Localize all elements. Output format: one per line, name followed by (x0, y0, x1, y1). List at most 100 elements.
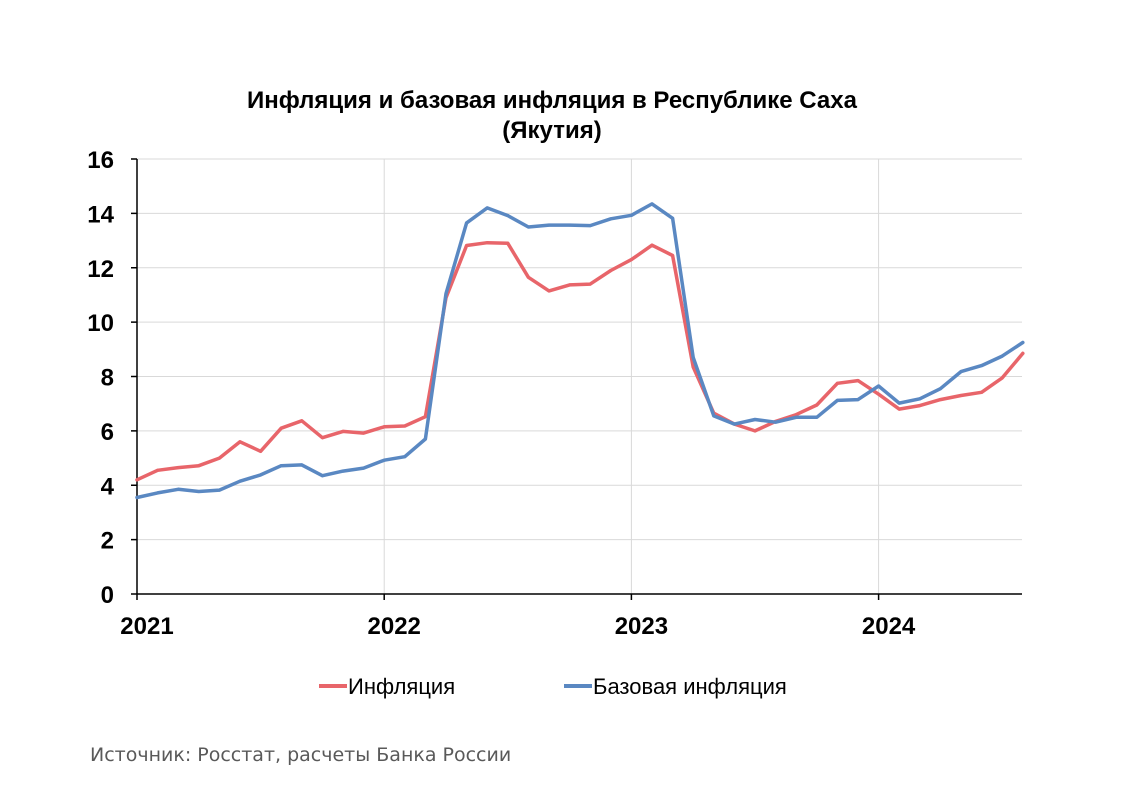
data-point (423, 415, 427, 419)
data-point (238, 440, 242, 444)
x-tick-label: 2024 (862, 613, 916, 640)
data-point (300, 419, 304, 423)
data-point (423, 437, 427, 441)
data-point (835, 381, 839, 385)
y-tick-label: 0 (101, 582, 114, 609)
gridlines (137, 158, 1022, 594)
data-point (135, 478, 139, 482)
source-note: Источник: Росстат, расчеты Банка России (90, 744, 512, 766)
data-point (238, 479, 242, 483)
data-point (959, 370, 963, 374)
series-line-core-inflation (135, 202, 1025, 500)
axes (131, 158, 1022, 600)
data-point (650, 243, 654, 247)
data-point (279, 464, 283, 468)
data-point (279, 426, 283, 430)
y-tick-label: 16 (87, 147, 114, 174)
data-point (815, 415, 819, 419)
data-point (197, 490, 201, 494)
data-point (897, 401, 901, 405)
data-point (217, 488, 221, 492)
data-point (877, 392, 881, 396)
data-point (1000, 354, 1004, 358)
data-point (259, 473, 263, 477)
plot-area (135, 202, 1025, 500)
legend: Инфляция Базовая инфляция (319, 674, 787, 699)
data-point (341, 429, 345, 433)
data-point (197, 464, 201, 468)
data-point (320, 474, 324, 478)
data-point (176, 466, 180, 470)
y-tick-label: 8 (101, 365, 114, 392)
data-point (774, 420, 778, 424)
data-point (259, 449, 263, 453)
x-tick-label: 2022 (368, 613, 421, 640)
legend-label: Инфляция (348, 674, 455, 699)
data-point (465, 243, 469, 247)
data-point (959, 394, 963, 398)
data-point (609, 217, 613, 221)
data-point (980, 390, 984, 394)
data-point (794, 415, 798, 419)
data-point (547, 289, 551, 293)
y-tick-label: 4 (101, 473, 115, 500)
data-point (465, 221, 469, 225)
data-point (444, 292, 448, 296)
data-point (506, 214, 510, 218)
data-point (135, 495, 139, 499)
data-point (156, 491, 160, 495)
data-point (671, 254, 675, 258)
data-point (712, 414, 716, 418)
data-point (856, 379, 860, 383)
data-point (217, 456, 221, 460)
chart-title-line-2: (Якутия) (502, 117, 601, 144)
data-point (588, 282, 592, 286)
data-point (897, 407, 901, 411)
data-point (794, 413, 798, 417)
data-point (485, 241, 489, 245)
x-tick-label: 2021 (120, 613, 173, 640)
data-point (382, 425, 386, 429)
data-point (362, 466, 366, 470)
data-point (526, 275, 530, 279)
data-point (403, 424, 407, 428)
data-point (835, 398, 839, 402)
data-point (938, 387, 942, 391)
data-point (918, 397, 922, 401)
data-point (732, 422, 736, 426)
data-point (176, 487, 180, 491)
y-tick-label: 2 (101, 528, 114, 555)
data-point (980, 364, 984, 368)
data-point (629, 258, 633, 262)
data-point (650, 202, 654, 206)
data-point (938, 398, 942, 402)
data-point (382, 458, 386, 462)
data-point (856, 398, 860, 402)
data-point (753, 417, 757, 421)
data-point (506, 241, 510, 245)
tick-labels: 0 2 4 6 8 10 12 14 16 2021 2022 2023 2024 (87, 147, 916, 640)
data-point (526, 225, 530, 229)
x-tick-label: 2023 (615, 613, 668, 640)
y-tick-label: 14 (87, 201, 114, 228)
series-line-inflation (135, 240, 1025, 482)
data-point (815, 403, 819, 407)
data-point (877, 384, 881, 388)
data-point (156, 468, 160, 472)
legend-label: Базовая инфляция (593, 674, 787, 699)
data-point (691, 365, 695, 369)
chart-title-line-1: Инфляция и базовая инфляция в Республике… (247, 87, 858, 114)
data-point (588, 224, 592, 228)
data-point (362, 431, 366, 435)
data-point (1021, 341, 1025, 345)
data-point (403, 455, 407, 459)
data-point (568, 283, 572, 287)
data-point (1000, 376, 1004, 380)
data-point (485, 206, 489, 210)
data-point (1021, 351, 1025, 355)
data-point (753, 429, 757, 433)
y-tick-label: 12 (87, 256, 114, 283)
data-point (629, 213, 633, 217)
data-point (671, 216, 675, 220)
